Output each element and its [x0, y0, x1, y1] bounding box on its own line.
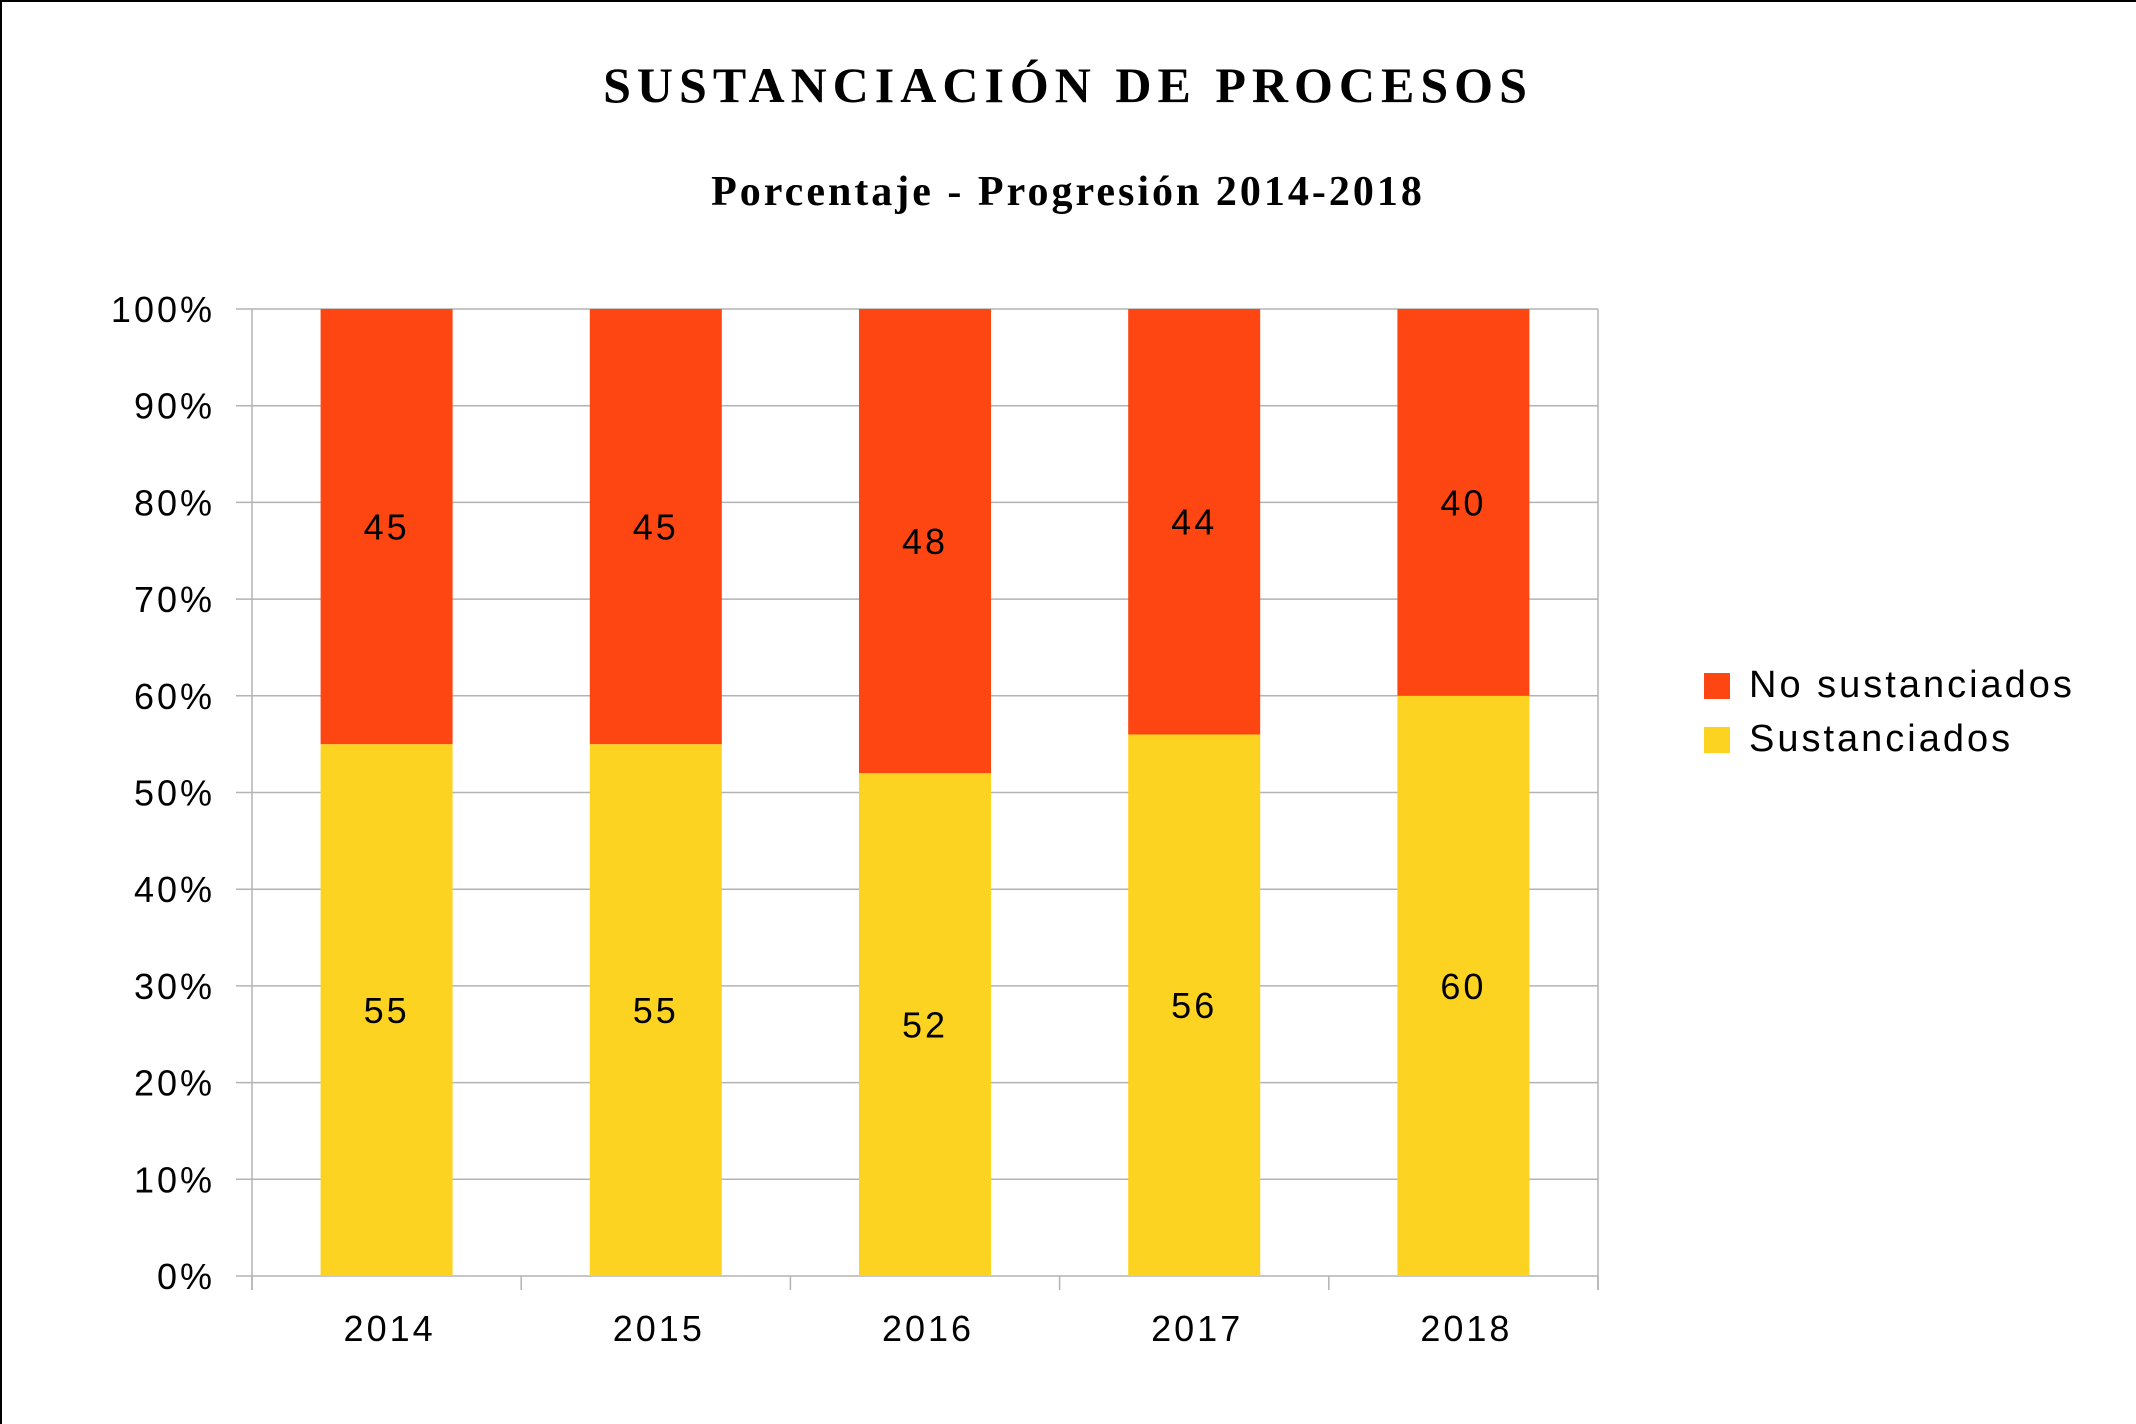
chart-title: SUSTANCIACIÓN DE PROCESOS — [603, 57, 1533, 113]
data-label: 40 — [1440, 482, 1486, 523]
y-tick-label: 10% — [134, 1159, 215, 1200]
y-tick-label: 80% — [134, 482, 215, 523]
y-tick-label: 20% — [134, 1063, 215, 1104]
x-tick-label: 2016 — [882, 1308, 974, 1349]
bar-segment — [859, 309, 991, 774]
bar-segment — [589, 744, 722, 1276]
chart-subtitle: Porcentaje - Progresión 2014-2018 — [711, 169, 1425, 215]
y-tick-label: 50% — [134, 773, 215, 814]
bar-segment — [859, 773, 991, 1276]
data-label: 55 — [364, 990, 410, 1031]
legend-label: No sustanciados — [1749, 664, 2075, 706]
bar-segment — [320, 309, 453, 745]
x-tick-label: 2014 — [344, 1308, 436, 1349]
legend-swatch-no-sustanciados — [1704, 672, 1730, 699]
bar-segment — [1397, 695, 1530, 1276]
y-tick-label: 100% — [111, 289, 215, 330]
data-label: 52 — [902, 1005, 948, 1046]
legend-label: Sustanciados — [1749, 718, 2014, 760]
y-tick-label: 40% — [134, 869, 215, 910]
y-tick-label: 60% — [134, 676, 215, 717]
bar-segment — [320, 744, 453, 1276]
legend-swatch-sustanciados — [1704, 726, 1730, 753]
data-label: 56 — [1171, 985, 1217, 1026]
data-label: 44 — [1171, 502, 1217, 543]
y-tick-label: 90% — [134, 386, 215, 427]
bar-segment — [1128, 309, 1261, 735]
legend-item-sustanciados: Sustanciados — [1704, 718, 2013, 761]
x-tick-label: 2017 — [1151, 1308, 1243, 1349]
data-label: 60 — [1440, 966, 1486, 1007]
bar-segment — [589, 309, 722, 745]
y-tick-label: 0% — [157, 1256, 215, 1297]
data-label: 45 — [633, 507, 679, 548]
bar-segment — [1397, 309, 1530, 696]
data-label: 55 — [633, 990, 679, 1031]
legend-item-no-sustanciados: No sustanciados — [1704, 664, 2075, 707]
bar-segment — [1128, 734, 1261, 1276]
data-label: 48 — [902, 521, 948, 562]
x-tick-label: 2015 — [613, 1308, 705, 1349]
y-tick-label: 70% — [134, 579, 215, 620]
x-tick-label: 2018 — [1420, 1308, 1512, 1349]
y-tick-label: 30% — [134, 966, 215, 1007]
data-label: 45 — [364, 507, 410, 548]
